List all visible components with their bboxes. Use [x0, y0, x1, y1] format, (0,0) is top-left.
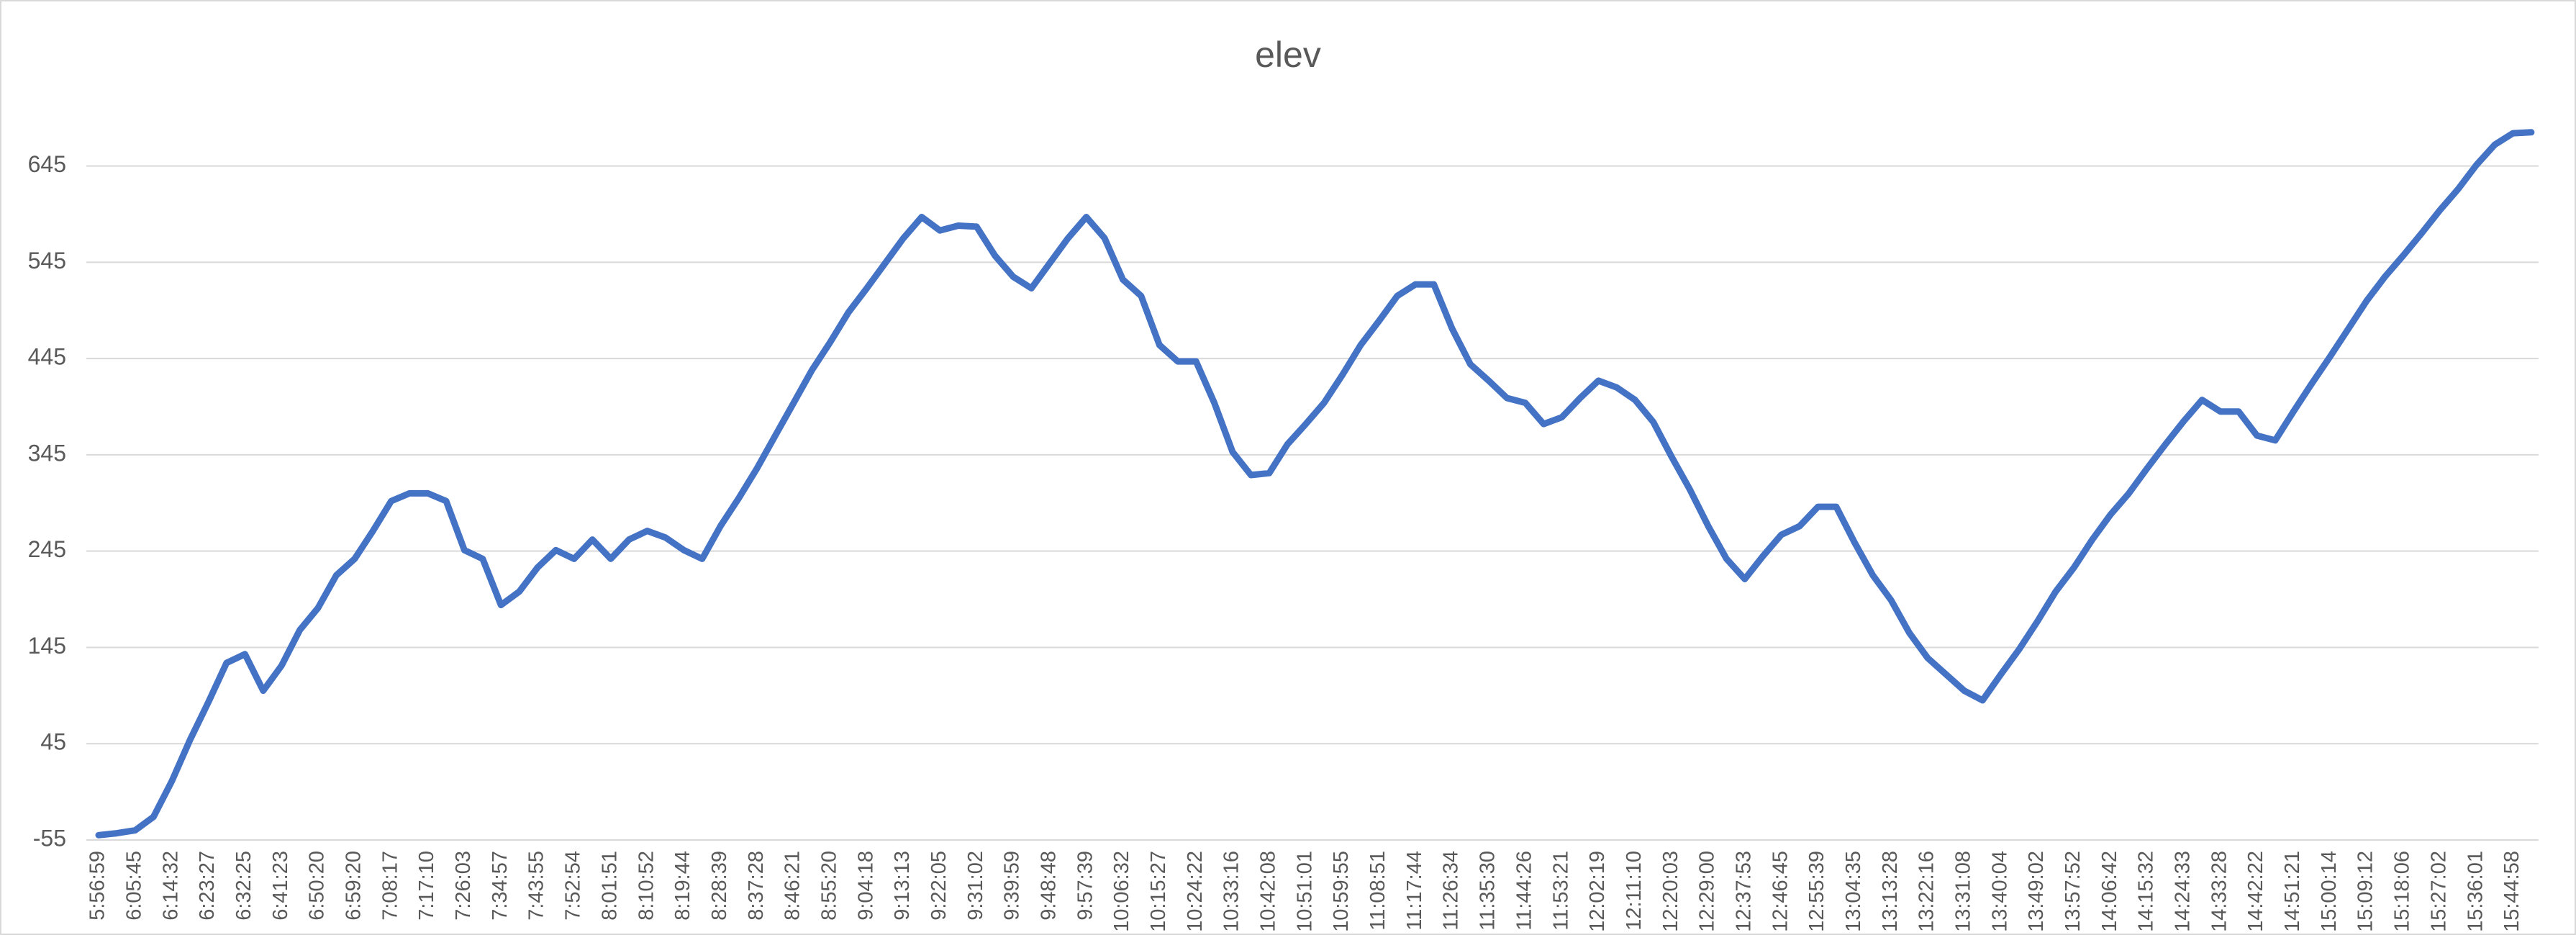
x-tick-label: 15:00:14: [2318, 851, 2341, 932]
x-tick-label: 11:17:44: [1403, 851, 1426, 931]
chart-title: elev: [1255, 35, 1321, 75]
x-tick-label: 8:19:44: [671, 851, 694, 921]
x-tick-label: 11:53:21: [1549, 851, 1572, 931]
x-tick-label: 5:56:59: [86, 851, 109, 921]
x-tick-label: 7:43:55: [525, 851, 548, 921]
x-tick-label: 11:26:34: [1440, 851, 1463, 931]
x-tick-label: 9:13:13: [891, 851, 914, 921]
y-tick-label: 645: [28, 151, 66, 177]
y-tick-label: 45: [40, 729, 66, 755]
x-tick-label: 15:18:06: [2391, 851, 2414, 932]
x-tick-label: 14:15:32: [2135, 851, 2158, 932]
x-tick-label: 15:44:58: [2500, 851, 2523, 932]
line-series: [95, 129, 2535, 839]
x-tick-label: 14:33:28: [2208, 851, 2231, 932]
y-tick-label: -55: [33, 825, 66, 851]
x-tick-label: 7:26:03: [452, 851, 475, 921]
x-tick-label: 10:24:22: [1184, 851, 1207, 932]
x-tick-label: 7:08:17: [378, 851, 402, 921]
x-tick-label: 10:06:32: [1110, 851, 1133, 932]
x-tick-label: 13:04:35: [1842, 851, 1865, 932]
x-tick-label: 10:15:27: [1147, 851, 1170, 932]
y-tick-label: 245: [28, 536, 66, 562]
x-tick-label: 8:01:51: [598, 851, 621, 921]
x-tick-label: 9:39:59: [1001, 851, 1024, 921]
x-tick-label: 7:52:54: [562, 851, 585, 921]
x-tick-label: 12:11:10: [1623, 851, 1646, 931]
x-tick-label: 15:36:01: [2464, 851, 2487, 932]
x-tick-label: 9:04:18: [854, 851, 877, 921]
x-tick-label: 6:23:27: [196, 851, 219, 921]
x-tick-label: 13:31:08: [1951, 851, 1974, 932]
x-tick-label: 13:49:02: [2025, 851, 2048, 932]
x-tick-label: 12:20:03: [1659, 851, 1682, 932]
x-tick-label: 6:05:45: [122, 851, 145, 921]
x-tick-label: 12:46:45: [1769, 851, 1792, 932]
x-tick-label: 6:59:20: [343, 851, 366, 921]
x-tick-label: 9:57:39: [1074, 851, 1097, 921]
x-tick-label: 9:48:48: [1037, 851, 1060, 921]
x-tick-label: 9:22:05: [928, 851, 951, 921]
x-tick-label: 6:32:25: [232, 851, 255, 921]
x-tick-label: 13:57:52: [2062, 851, 2085, 932]
x-tick-label: 7:34:57: [489, 851, 512, 921]
x-tick-label: 13:40:04: [1988, 851, 2011, 932]
y-tick-label: 145: [28, 633, 66, 659]
x-tick-label: 10:59:55: [1330, 851, 1353, 932]
x-tick-label: 10:51:01: [1293, 851, 1316, 932]
x-tick-label: 6:41:23: [269, 851, 292, 921]
x-tick-label: 11:08:51: [1366, 851, 1389, 931]
x-tick-label: 14:42:22: [2244, 851, 2267, 932]
x-tick-label: 8:55:20: [817, 851, 840, 921]
x-tick-label: 7:17:10: [415, 851, 438, 921]
x-tick-label: 10:42:08: [1257, 851, 1280, 932]
x-tick-label: 14:06:42: [2098, 851, 2121, 932]
x-tick-label: 13:13:28: [1879, 851, 1902, 932]
x-tick-label: 8:37:28: [745, 851, 768, 921]
x-tick-label: 11:44:26: [1513, 851, 1536, 931]
x-tick-label: 12:02:19: [1586, 851, 1609, 932]
x-tick-label: 12:37:53: [1732, 851, 1755, 932]
x-tick-label: 13:22:16: [1915, 851, 1938, 932]
x-tick-label: 6:14:32: [159, 851, 182, 921]
x-tick-label: 15:27:02: [2427, 851, 2450, 932]
x-tick-label: 14:24:33: [2172, 851, 2195, 932]
x-tick-label: 10:33:16: [1220, 851, 1243, 932]
x-tick-label: 11:35:30: [1477, 851, 1500, 931]
y-tick-label: 545: [28, 248, 66, 274]
x-tick-label: 12:55:39: [1805, 851, 1828, 932]
x-tick-label: 9:31:02: [964, 851, 987, 921]
x-tick-label: 8:28:39: [708, 851, 731, 921]
x-tick-label: 8:10:52: [635, 851, 658, 921]
x-tick-label: 14:51:21: [2281, 851, 2304, 932]
x-tick-label: 8:46:21: [781, 851, 804, 921]
y-tick-label: 345: [28, 440, 66, 466]
x-tick-label: 15:09:12: [2354, 851, 2377, 932]
x-tick-label: 6:50:20: [306, 851, 329, 921]
y-tick-label: 445: [28, 344, 66, 370]
x-tick-label: 12:29:00: [1696, 851, 1719, 932]
